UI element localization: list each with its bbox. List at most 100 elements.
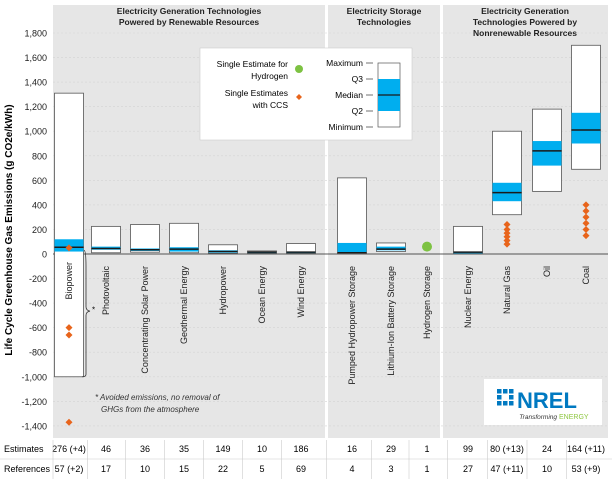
legend-hydrogen-marker [295, 65, 303, 73]
estimates-value: 276 (+4) [52, 444, 86, 454]
references-value: 1 [424, 464, 429, 474]
legend-box [199, 47, 413, 141]
ccs-estimate-point [65, 324, 73, 332]
estimates-value: 29 [386, 444, 396, 454]
references-value: 69 [296, 464, 306, 474]
category-label: Geothermal Energy [179, 266, 189, 345]
references-value: 10 [140, 464, 150, 474]
box-range [208, 244, 238, 254]
estimates-value: 1 [424, 444, 429, 454]
ccs-estimate-point [582, 201, 590, 209]
y-tick-label: -1,000 [21, 372, 47, 382]
y-tick-label: 1,000 [24, 127, 47, 137]
box-range [337, 177, 367, 255]
category-label: Ocean Energy [257, 266, 267, 324]
category-label: Pumped Hydropower Storage [347, 266, 357, 385]
footnote-annotation: GHGs from the atmosphere [101, 405, 200, 414]
y-tick-label: 1,400 [24, 78, 47, 88]
category-label: Photovoltaic [101, 266, 111, 316]
legend-ccs-marker [296, 94, 302, 100]
logo-square [509, 401, 514, 406]
ccs-estimate-point [503, 236, 511, 244]
estimates-value: 186 [293, 444, 308, 454]
references-value: 17 [101, 464, 111, 474]
references-value: 4 [349, 464, 354, 474]
panel-title: Powered by Renewable Resources [119, 17, 260, 27]
panel-title: Technologies [357, 17, 411, 27]
category-label: Natural Gas [502, 266, 512, 315]
legend-box-label: Median [335, 90, 363, 100]
y-tick-label: 800 [32, 151, 47, 161]
box-range [492, 130, 522, 216]
category-label: Wind Energy [296, 266, 306, 318]
box-range [286, 243, 316, 254]
category-label: Oil [542, 266, 552, 277]
legend-box-label: Minimum [329, 122, 363, 132]
references-value: 5 [259, 464, 264, 474]
estimates-value: 99 [463, 444, 473, 454]
table-row-label: References [4, 464, 51, 474]
estimates-value: 16 [347, 444, 357, 454]
y-tick-label: 1,200 [24, 102, 47, 112]
y-tick-label: 1,800 [24, 29, 47, 39]
estimates-value: 149 [215, 444, 230, 454]
category-label: Lithium-Ion Battery Storage [386, 266, 396, 376]
y-axis-label: Life Cycle Greenhouse Gas Emissions (g C… [4, 104, 15, 355]
box-iqr [571, 112, 601, 144]
category-label: Nuclear Energy [463, 266, 473, 329]
y-tick-label: -800 [29, 348, 47, 358]
ccs-estimate-point [503, 229, 511, 237]
box-iqr [337, 242, 367, 254]
panel-title: Electricity Generation Technologies [117, 6, 262, 16]
hydrogen-estimate-point [422, 241, 432, 252]
panel-title: Nonrenewable Resources [473, 28, 577, 38]
brace [81, 249, 91, 378]
logo-square [503, 401, 508, 406]
panel-title: Electricity Storage [347, 6, 422, 16]
y-tick-label: 600 [32, 176, 47, 186]
logo-square [509, 395, 514, 400]
table-row-label: Estimates [4, 444, 44, 454]
logo-square [497, 389, 502, 394]
y-tick-label: 1,600 [24, 53, 47, 63]
legend-box-label: Q3 [352, 74, 364, 84]
y-tick-label: 400 [32, 200, 47, 210]
references-value: 53 (+9) [572, 464, 601, 474]
ccs-estimate-point [582, 213, 590, 221]
legend-ccs-label: with CCS [252, 100, 289, 110]
category-label: Coal [581, 266, 591, 285]
references-value: 15 [179, 464, 189, 474]
estimates-value: 36 [140, 444, 150, 454]
legend-hydrogen-label: Hydrogen [251, 71, 288, 81]
estimates-value: 35 [179, 444, 189, 454]
y-tick-label: -400 [29, 299, 47, 309]
logo-square [509, 389, 514, 394]
references-value: 10 [542, 464, 552, 474]
annotation-star: * [92, 305, 95, 314]
y-tick-label: -600 [29, 323, 47, 333]
estimates-value: 164 (+11) [567, 444, 605, 454]
ccs-estimate-point [503, 221, 511, 229]
y-tick-label: -1,200 [21, 397, 47, 407]
references-value: 57 (+2) [55, 464, 84, 474]
ccs-estimate-point [582, 232, 590, 240]
box-range [130, 224, 160, 253]
y-tick-label: -200 [29, 274, 47, 284]
references-value: 27 [463, 464, 473, 474]
legend-ccs-label: Single Estimates [225, 88, 288, 98]
references-value: 47 (+11) [490, 464, 523, 474]
ccs-estimate-point [503, 233, 511, 241]
category-label: Concentrating Solar Power [140, 266, 150, 374]
references-value: 3 [388, 464, 393, 474]
y-tick-label: -1,400 [21, 421, 47, 431]
ccs-estimate-point [503, 225, 511, 233]
panel-title: Electricity Generation [481, 6, 569, 16]
estimates-value: 10 [257, 444, 267, 454]
logo-square [497, 401, 502, 406]
nrel-tagline: Transforming [519, 414, 557, 421]
category-label: Hydropower [218, 266, 228, 315]
box-range [571, 44, 601, 170]
y-tick-label: 0 [42, 250, 47, 260]
